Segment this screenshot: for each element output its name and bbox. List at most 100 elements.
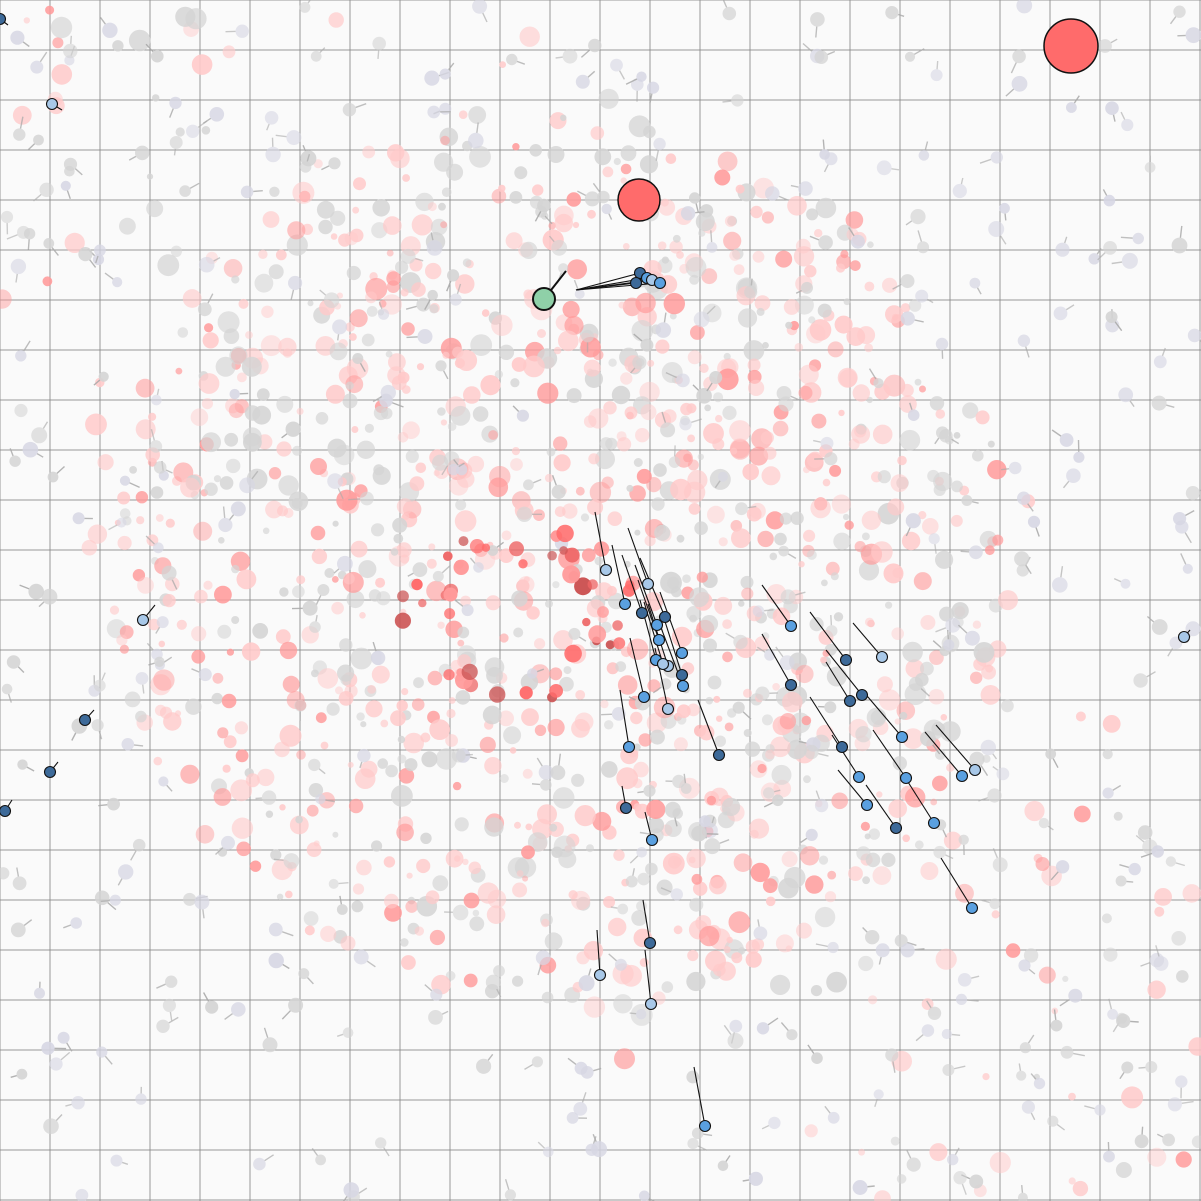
food-dot (313, 159, 323, 169)
food-dot (571, 890, 591, 911)
ghost-agent-body (262, 1037, 278, 1053)
food-dot (501, 530, 512, 541)
food-dot (1188, 1037, 1201, 1056)
ghost-agent-body (60, 180, 71, 191)
food-dot (890, 1136, 900, 1146)
ghost-agent-body (221, 835, 235, 850)
ghost-agent (449, 283, 462, 306)
ghost-agent (405, 297, 431, 312)
ring-food-dot (582, 617, 591, 627)
ghost-agent-body (814, 798, 829, 813)
food-dot (1121, 1086, 1144, 1109)
food-dot (409, 476, 425, 491)
food-dot (146, 200, 164, 218)
food-dot (351, 426, 359, 433)
ghost-agent (548, 235, 568, 256)
ghost-agent-body (610, 58, 623, 72)
ghost-agent-body (1167, 1097, 1182, 1112)
ghost-agent-body (588, 38, 602, 53)
player-layer[interactable] (532, 270, 567, 311)
food-dot (390, 710, 406, 727)
ghost-agent-body (286, 130, 302, 146)
ghost-agent (1019, 1034, 1035, 1054)
agent-trail (809, 611, 847, 661)
food-dot (833, 532, 851, 550)
food-dot (434, 152, 454, 172)
food-dot (798, 385, 813, 400)
ghost-agent-body (169, 136, 183, 149)
food-dot (296, 407, 304, 415)
food-dot (914, 378, 922, 386)
food-dot (1035, 857, 1050, 871)
food-dot (533, 509, 545, 521)
food-dot (204, 323, 214, 333)
ghost-agent (1017, 334, 1031, 358)
food-dot (901, 531, 921, 551)
food-dot (636, 900, 647, 912)
ghost-agent (96, 1046, 113, 1065)
ghost-agent-body (574, 289, 585, 299)
ghost-agent (370, 641, 386, 666)
ghost-agent (468, 122, 484, 149)
food-dot (549, 823, 558, 832)
ghost-agent (756, 1017, 779, 1035)
ghost-agent (655, 312, 672, 338)
ghost-agent-body (917, 241, 930, 254)
ghost-agent (357, 748, 371, 769)
food-dot (732, 248, 744, 260)
food-dot (397, 754, 407, 764)
food-dot (614, 1048, 635, 1070)
ghost-agent-body (989, 898, 1001, 910)
blue-agent (698, 1119, 712, 1133)
food-dot (252, 405, 272, 425)
food-dot (157, 254, 180, 277)
ghost-agent (1156, 1133, 1175, 1147)
ghost-agent (288, 275, 303, 301)
agent-trail (627, 527, 649, 585)
ghost-agent (800, 828, 818, 843)
ghost-agent-body (818, 235, 833, 250)
food-dot (454, 510, 477, 532)
food-dot (950, 514, 963, 527)
food-dot (460, 595, 471, 607)
food-dot (834, 315, 853, 334)
food-dot (356, 440, 376, 459)
food-dot (829, 464, 842, 477)
ghost-agent-body (653, 137, 666, 151)
food-dot (809, 617, 824, 632)
ghost-agent (804, 744, 829, 760)
ghost-agent-body (154, 656, 165, 667)
ghost-agent-body (1055, 242, 1070, 257)
ghost-agent (454, 599, 474, 617)
ghost-agent-body (75, 1188, 89, 1201)
food-dot (416, 858, 431, 874)
ring-food-dot (443, 551, 453, 561)
food-dot (722, 405, 737, 420)
food-dot (761, 714, 773, 726)
food-dot (467, 455, 485, 473)
food-dot (564, 315, 584, 336)
ghost-agent (691, 825, 719, 842)
food-dot (620, 163, 632, 175)
food-dot (686, 971, 706, 992)
ghost-agent-body (958, 834, 969, 845)
ghost-agent-body (118, 864, 134, 880)
ghost-agent-body (636, 71, 647, 82)
food-dot (876, 676, 893, 693)
food-dot (195, 825, 215, 844)
ghost-agent (969, 751, 989, 776)
ghost-agent (908, 676, 930, 697)
blue-agent (652, 633, 666, 647)
player-cell[interactable] (532, 287, 556, 311)
food-dot (45, 5, 55, 15)
food-dot (238, 298, 249, 309)
food-dot (397, 735, 406, 744)
food-dot (607, 511, 623, 526)
food-dot (831, 792, 848, 810)
food-dot (671, 626, 693, 648)
food-dot (932, 775, 948, 792)
ghost-agent (156, 1016, 179, 1033)
ghost-agent-body (1073, 451, 1085, 463)
food-dot (1041, 865, 1062, 887)
